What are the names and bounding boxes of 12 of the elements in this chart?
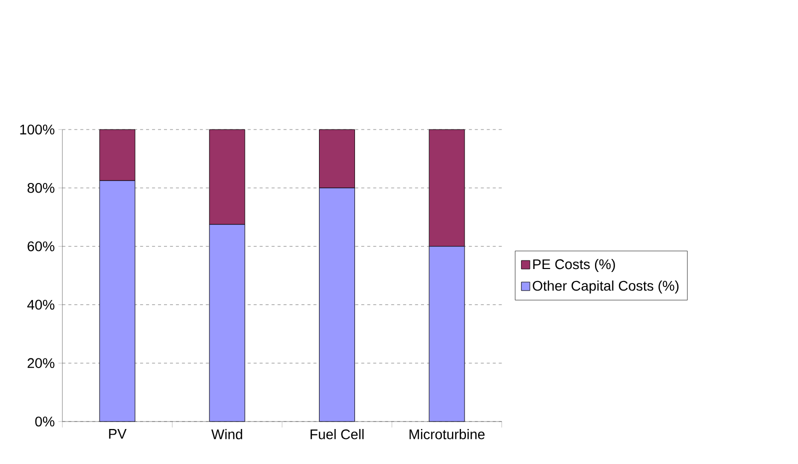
x-tick-label: Wind xyxy=(211,429,242,440)
y-tick-label: 40% xyxy=(27,300,54,310)
legend-label: Other Capital Costs (%) xyxy=(532,280,679,294)
y-tick-label: 60% xyxy=(28,241,54,252)
x-tick-label: PV xyxy=(109,429,127,439)
x-tick-label: Fuel Cell xyxy=(310,429,364,440)
legend-label: PE Costs (%) xyxy=(533,258,615,272)
y-tick-label: 80% xyxy=(28,182,54,193)
x-tick-label: Microturbine xyxy=(410,429,485,440)
y-tick-label: 0% xyxy=(35,416,54,426)
y-tick-label: 100% xyxy=(20,124,54,134)
y-tick-label: 20% xyxy=(28,358,54,368)
